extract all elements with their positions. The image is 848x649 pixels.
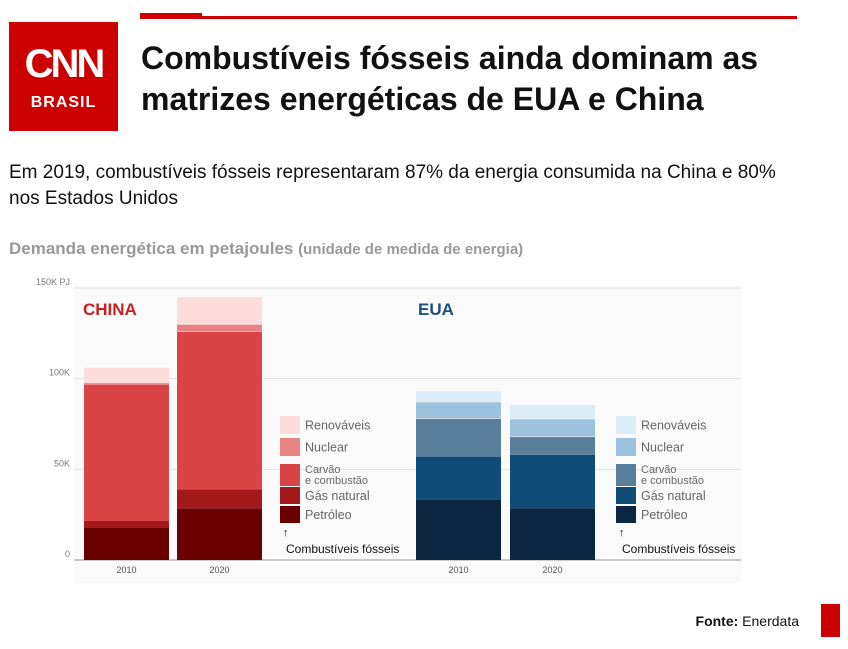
legend-label: Petróleo (641, 508, 688, 522)
bar-segment (177, 489, 262, 509)
legend-label: Carvão e combustão (641, 464, 704, 487)
legend-swatch (280, 506, 300, 523)
legend-label: Petróleo (305, 508, 352, 522)
bar-segment (416, 391, 501, 403)
bar-segment (84, 382, 169, 385)
bar-segment (416, 456, 501, 500)
fossil-label: Combustíveis fósseis (286, 542, 399, 556)
x-tick-label: 2010 (116, 565, 136, 575)
chart-title: Demanda energética em petajoules (unidad… (9, 239, 523, 259)
y-tick-label: 150K PJ (36, 277, 70, 287)
logo-sub-text: BRASIL (30, 94, 97, 111)
y-tick-label: 50K (54, 458, 70, 468)
legend-label: Gás natural (305, 489, 370, 503)
page-title: Combustíveis fósseis ainda dominam as ma… (141, 40, 759, 117)
fossil-arrow: ↑ (283, 527, 289, 539)
legend-label: Carvão e combustão (305, 464, 368, 487)
x-tick-label: 2020 (209, 565, 229, 575)
bar-segment (177, 508, 262, 560)
legend-swatch (280, 464, 300, 486)
top-rule (140, 16, 797, 19)
bar-segment (510, 454, 595, 509)
legend-label: Nuclear (305, 441, 348, 455)
bar-segment (416, 499, 501, 560)
legend-label: Nuclear (641, 441, 684, 455)
bar-segment (510, 404, 595, 420)
legend-label: Gás natural (641, 489, 706, 503)
source-label: Fonte: (695, 613, 739, 629)
y-tick-label: 0 (65, 549, 70, 559)
legend-label: Renováveis (641, 419, 706, 433)
y-tick-label: 100K (49, 368, 70, 378)
bar-segment (177, 324, 262, 332)
legend-swatch (280, 487, 300, 504)
legend-swatch (616, 464, 636, 486)
source-name: Enerdata (742, 613, 799, 629)
fossil-arrow: ↑ (619, 527, 625, 539)
bar-segment (416, 418, 501, 457)
bar-segment (510, 436, 595, 455)
x-tick-label: 2020 (542, 565, 562, 575)
legend-label: Renováveis (305, 419, 370, 433)
page-subtitle: Em 2019, combustíveis fósseis representa… (9, 162, 776, 209)
legend-swatch (616, 438, 636, 456)
x-tick-label: 2010 (448, 565, 468, 575)
cnn-brasil-logo: CNN BRASIL (9, 22, 118, 131)
legend-swatch (616, 506, 636, 523)
source-credit: Fonte: Enerdata (696, 613, 799, 629)
chart-title-paren: (unidade de medida de energia) (298, 241, 524, 258)
bar-segment (84, 367, 169, 383)
bar-segment (84, 521, 169, 528)
group-label: EUA (418, 300, 454, 319)
fossil-label: Combustíveis fósseis (622, 542, 735, 556)
chart-title-main: Demanda energética em petajoules (9, 239, 294, 258)
plot-area (74, 285, 741, 583)
bar-segment (177, 297, 262, 325)
bar-segment (510, 508, 595, 560)
bar-segment (84, 527, 169, 560)
footer-accent-block (821, 604, 840, 637)
legend-swatch (616, 416, 636, 434)
group-label: CHINA (83, 300, 137, 319)
bar-segment (510, 419, 595, 437)
energy-demand-chart: 0 50K 100K 150K PJ Renováveis Nuclear Carvão e… (0, 270, 848, 590)
logo-main-text: CNN (24, 42, 106, 86)
legend-swatch (616, 487, 636, 504)
bar-segment (84, 384, 169, 522)
legend-swatch (280, 416, 300, 434)
bar-segment (177, 331, 262, 490)
legend-swatch (280, 438, 300, 456)
bar-segment (416, 402, 501, 419)
